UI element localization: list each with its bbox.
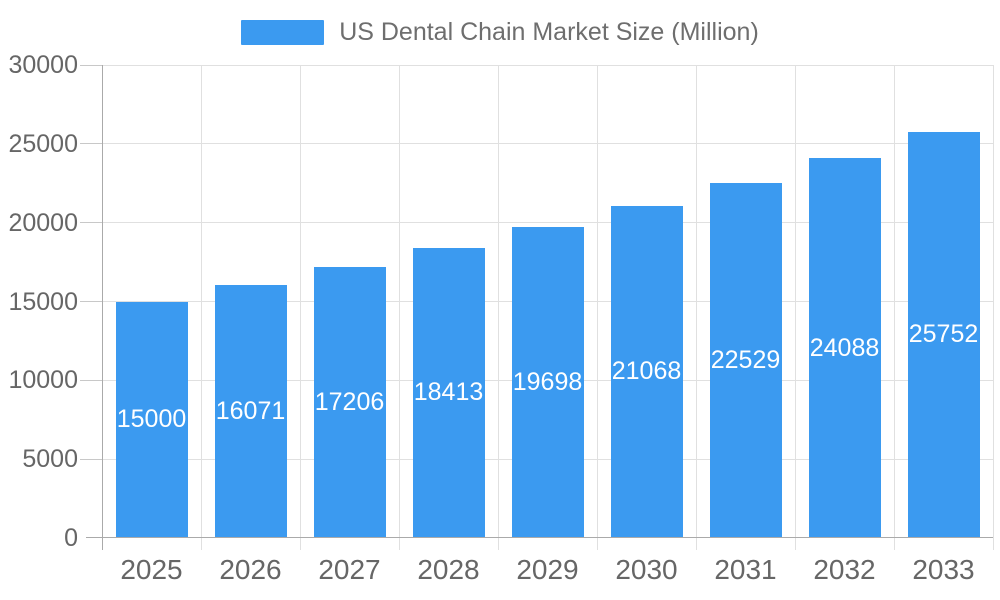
x-axis-label: 2028 xyxy=(417,554,480,585)
gridline-vertical xyxy=(893,65,895,538)
gridline-vertical xyxy=(497,65,499,538)
gridline-horizontal xyxy=(102,143,993,145)
gridline-vertical xyxy=(596,65,598,538)
bar: 15000 xyxy=(115,301,188,538)
gridline-vertical xyxy=(695,65,697,538)
bar-value-label: 16071 xyxy=(215,396,286,425)
bar: 22529 xyxy=(709,182,782,538)
y-axis-tick xyxy=(80,379,102,381)
x-axis-tick xyxy=(794,538,796,550)
bar: 16071 xyxy=(214,284,287,538)
x-axis-tick xyxy=(398,538,400,550)
bar: 24088 xyxy=(808,158,881,538)
bar-value-label: 18413 xyxy=(413,378,484,407)
x-axis-label: 2029 xyxy=(516,554,579,585)
y-axis-tick xyxy=(80,143,102,145)
y-axis-tick xyxy=(80,301,102,302)
x-axis-tick xyxy=(893,538,895,550)
gridline-vertical xyxy=(299,65,301,538)
x-axis-label: 2025 xyxy=(120,554,183,585)
y-axis-label: 10000 xyxy=(8,366,78,395)
x-axis-tick xyxy=(200,538,202,550)
y-axis-tick xyxy=(80,222,102,224)
x-axis-tick xyxy=(695,538,697,550)
y-axis-label: 0 xyxy=(64,524,78,552)
y-axis-label: 30000 xyxy=(8,51,78,79)
legend-marker-icon xyxy=(241,20,325,45)
gridline-vertical xyxy=(200,65,202,538)
x-axis-tick xyxy=(992,538,994,550)
x-axis-label: 2027 xyxy=(318,554,381,585)
x-axis-label: 2026 xyxy=(219,554,282,585)
bar: 17206 xyxy=(313,266,386,538)
y-axis-line xyxy=(102,65,103,550)
gridline-horizontal xyxy=(102,64,993,66)
bar-value-label: 25752 xyxy=(908,320,979,349)
gridline-vertical xyxy=(398,65,400,538)
bar: 18413 xyxy=(412,247,485,538)
x-axis-tick xyxy=(299,538,301,550)
gridline-vertical xyxy=(992,65,994,538)
x-axis-label: 2031 xyxy=(714,554,777,585)
legend[interactable]: US Dental Chain Market Size (Million) xyxy=(0,18,1000,47)
x-axis-line xyxy=(86,537,993,538)
y-axis-tick xyxy=(80,64,102,66)
legend-label: US Dental Chain Market Size (Million) xyxy=(339,18,759,46)
bar: 21068 xyxy=(610,205,683,538)
plot-area: 0 5000 10000 15000 20000 25000 30000 15000 16071… xyxy=(8,51,994,585)
bar-value-label: 24088 xyxy=(809,333,880,362)
bar-value-label: 22529 xyxy=(710,345,781,374)
y-axis-label: 15000 xyxy=(8,287,78,316)
x-axis-label: 2033 xyxy=(912,554,975,585)
bar-value-label: 21068 xyxy=(611,357,682,386)
y-axis-tick xyxy=(80,458,102,460)
gridline-vertical xyxy=(794,65,796,538)
x-axis-tick xyxy=(596,538,598,550)
y-axis-label: 20000 xyxy=(8,208,78,237)
gridline-horizontal xyxy=(102,222,993,224)
bar: 19698 xyxy=(511,227,584,538)
bar-value-label: 19698 xyxy=(512,368,583,397)
x-axis-label: 2030 xyxy=(615,554,678,585)
x-axis-label: 2032 xyxy=(813,554,876,585)
x-axis-tick xyxy=(497,538,499,550)
bar-value-label: 17206 xyxy=(314,387,385,416)
y-axis-label: 25000 xyxy=(8,129,78,158)
y-axis-label: 5000 xyxy=(22,445,78,474)
bar: 25752 xyxy=(907,131,980,538)
bar-value-label: 15000 xyxy=(116,405,187,434)
